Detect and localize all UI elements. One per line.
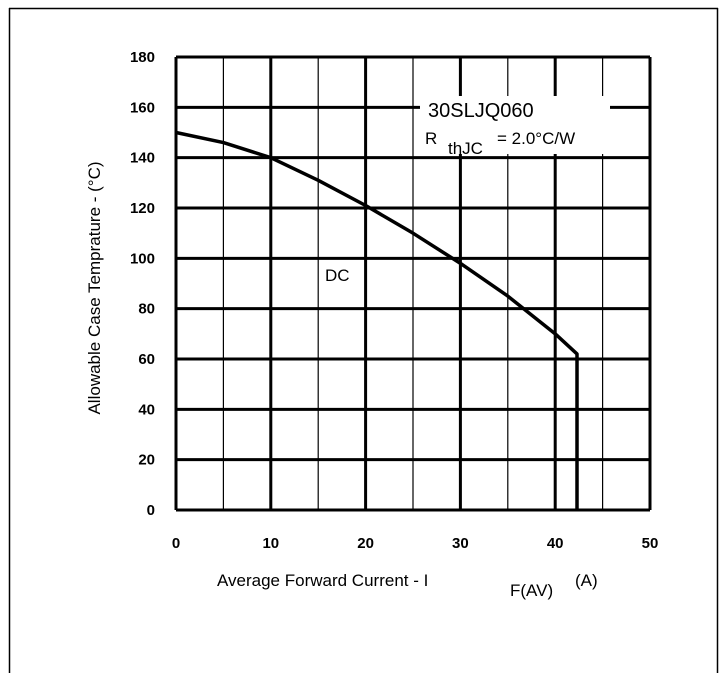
y-tick-label: 60 (138, 351, 155, 368)
y-axis-label: Allowable Case Temprature - (°C) (85, 161, 104, 414)
annotation-background (420, 96, 610, 154)
part-number-label: 30SLJQ060 (428, 100, 534, 122)
x-tick-label: 50 (642, 535, 659, 552)
y-tick-label: 100 (130, 250, 155, 267)
y-tick-label: 120 (130, 200, 155, 217)
rth-prefix-label: R (425, 129, 437, 148)
y-tick-label: 20 (138, 452, 155, 469)
x-axis-label-unit: (A) (575, 571, 598, 590)
x-axis-label: Average Forward Current - I (217, 571, 428, 590)
x-tick-label: 30 (452, 535, 469, 552)
y-tick-label: 140 (130, 150, 155, 167)
series-line-dc (175, 130, 579, 510)
y-tick-label: 40 (138, 401, 155, 418)
x-tick-label: 40 (547, 535, 564, 552)
x-tick-label: 0 (172, 535, 180, 552)
x-axis-label-subscript: F(AV) (510, 581, 553, 600)
y-tick-label: 180 (130, 49, 155, 66)
y-tick-label: 160 (130, 99, 155, 116)
y-tick-label: 80 (138, 301, 155, 318)
rth-subscript-label: thJC (448, 139, 483, 158)
x-tick-label: 20 (357, 535, 374, 552)
series-label-dc: DC (325, 266, 350, 285)
series-layer (175, 130, 579, 510)
x-tick-label: 10 (262, 535, 279, 552)
rth-value-label: = 2.0°C/W (497, 129, 575, 148)
y-tick-label: 0 (147, 502, 155, 519)
tick-labels: 0 20 40 60 80 100 120 140 160 180 0 10 20 30 40 50 (130, 49, 658, 552)
